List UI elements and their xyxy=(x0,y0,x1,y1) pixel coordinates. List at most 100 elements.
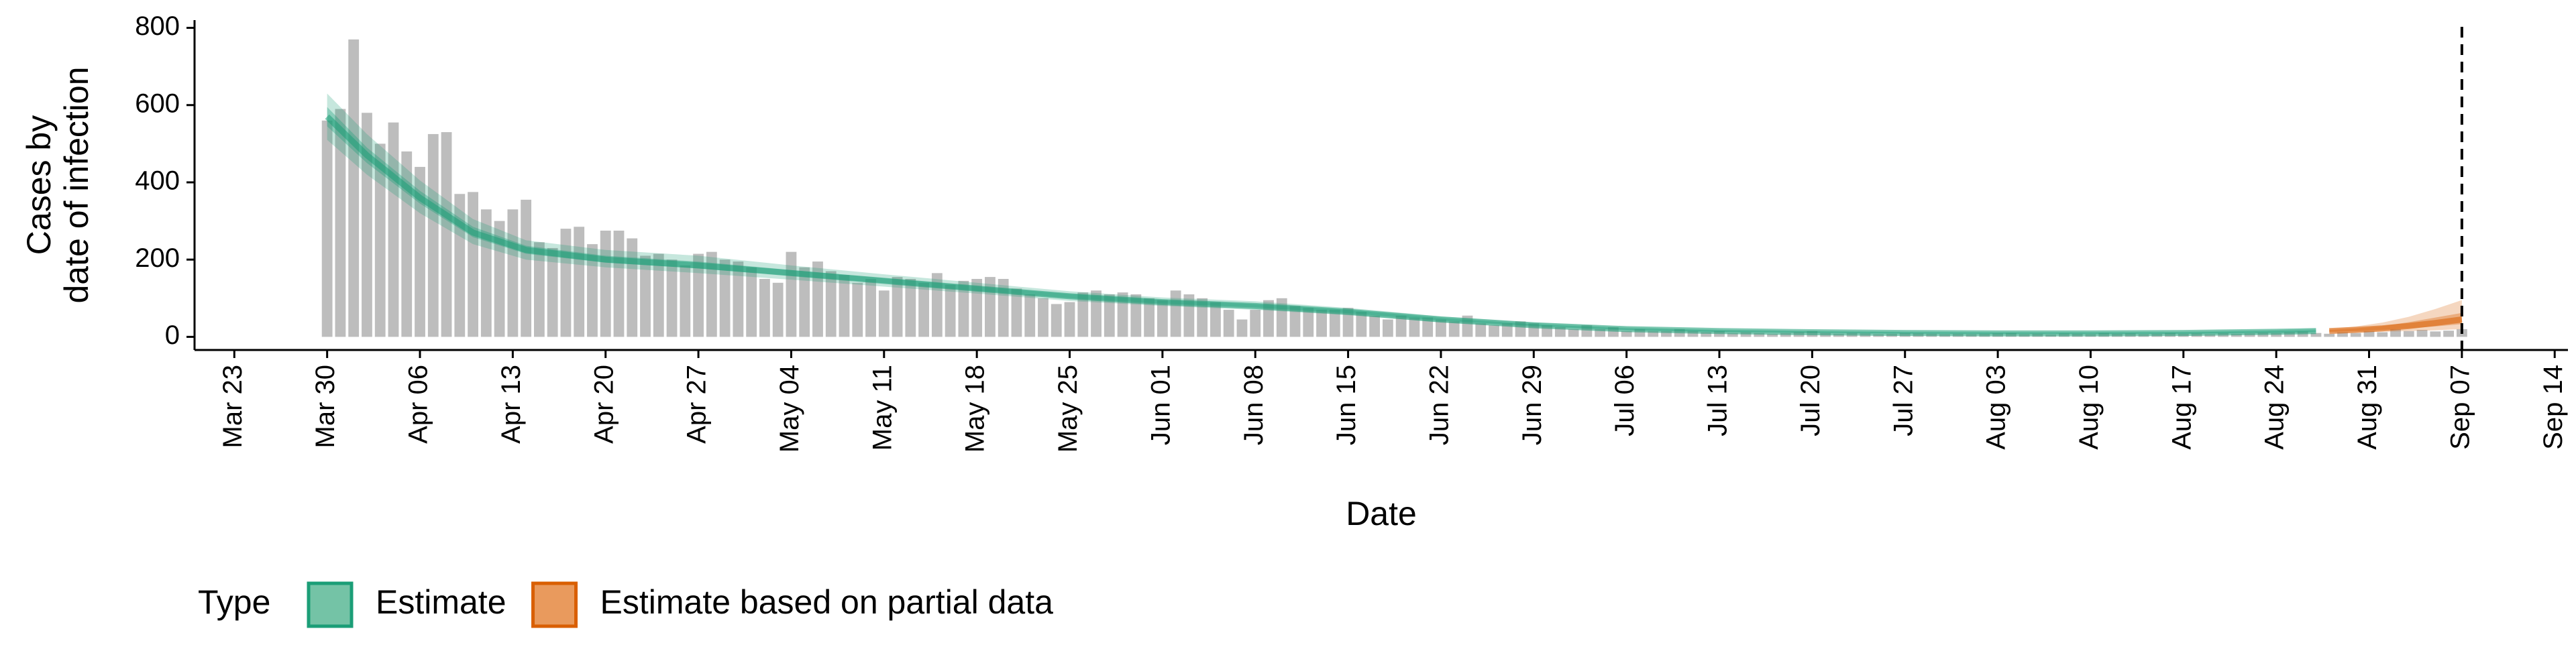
bar xyxy=(1289,306,1301,337)
bar xyxy=(719,259,731,337)
x-tick-label: Jul 13 xyxy=(1703,365,1733,436)
x-tick-label: May 18 xyxy=(961,365,990,453)
y-tick-label: 0 xyxy=(165,320,180,350)
bar xyxy=(2324,333,2335,337)
legend-key xyxy=(307,581,354,628)
x-tick-label: Jul 20 xyxy=(1796,365,1825,436)
bar xyxy=(507,209,519,337)
bar xyxy=(494,221,505,337)
bar xyxy=(1701,332,1712,337)
bar xyxy=(958,280,969,337)
bar xyxy=(2377,332,2388,337)
y-axis-title-line: Cases by xyxy=(20,115,58,255)
bar xyxy=(1064,302,1075,337)
bar xyxy=(865,278,876,337)
x-tick-label: Sep 07 xyxy=(2445,365,2475,450)
x-tick-label: Aug 10 xyxy=(2074,365,2104,450)
x-tick-label: Aug 03 xyxy=(1982,365,2011,450)
bar xyxy=(878,290,890,337)
bar xyxy=(335,109,346,337)
bar xyxy=(839,275,850,337)
bar xyxy=(1554,327,1566,337)
bar xyxy=(1223,310,1234,337)
bar xyxy=(2363,331,2375,337)
bar xyxy=(2337,332,2348,337)
bar xyxy=(1422,317,1434,337)
x-tick-label: Aug 17 xyxy=(2167,365,2196,450)
bar xyxy=(1661,331,1672,337)
bar xyxy=(468,192,478,337)
bar xyxy=(733,261,744,337)
bar xyxy=(1395,315,1407,337)
x-tick-label: Apr 27 xyxy=(682,365,712,444)
x-tick-label: Mar 23 xyxy=(218,365,248,449)
x-tick-label: May 11 xyxy=(867,365,897,451)
bar xyxy=(1250,310,1261,337)
x-tick-label: Jun 29 xyxy=(1517,365,1547,445)
bar xyxy=(427,133,439,337)
legend-title: Type xyxy=(198,583,270,621)
bar xyxy=(321,120,333,337)
legend-label: Estimate based on partial data xyxy=(600,583,1054,621)
bar xyxy=(1621,331,1632,337)
bar xyxy=(1767,333,1778,337)
bar xyxy=(1144,298,1155,337)
y-tick-label: 800 xyxy=(135,11,180,41)
bar xyxy=(587,244,598,337)
bar xyxy=(1436,319,1446,337)
bar xyxy=(401,151,413,337)
bar xyxy=(825,271,837,337)
bar xyxy=(2271,333,2282,337)
bar xyxy=(1342,308,1354,337)
x-tick-label: Jul 06 xyxy=(1610,365,1640,436)
x-tick-label: May 04 xyxy=(775,365,804,453)
bar xyxy=(2430,331,2441,337)
x-tick-label: Jun 22 xyxy=(1425,365,1454,445)
bar xyxy=(2403,331,2414,337)
x-tick-label: Apr 13 xyxy=(496,365,526,444)
bar xyxy=(348,39,360,337)
legend: Type Estimate Estimate based on partial d… xyxy=(198,581,1054,628)
bar xyxy=(2443,331,2455,337)
bar xyxy=(362,113,372,337)
x-tick-label: Aug 24 xyxy=(2260,365,2290,450)
legend-key xyxy=(531,581,578,628)
bar xyxy=(533,242,545,337)
bar xyxy=(1634,329,1646,337)
median-line xyxy=(325,114,2316,337)
bar xyxy=(1754,333,1765,337)
bar xyxy=(892,277,903,337)
bar xyxy=(521,199,532,337)
bar xyxy=(1038,298,1049,337)
x-tick-label: May 25 xyxy=(1053,365,1083,453)
bar xyxy=(1595,329,1606,337)
bar xyxy=(1091,290,1102,337)
bar xyxy=(1170,290,1181,337)
bar xyxy=(574,227,585,337)
bar xyxy=(1727,333,1738,337)
x-tick-label: Sep 14 xyxy=(2538,365,2568,450)
bar xyxy=(772,282,784,337)
bar xyxy=(746,267,757,337)
y-tick-label: 400 xyxy=(135,166,180,196)
bar xyxy=(812,261,823,337)
bar xyxy=(547,247,558,337)
bar xyxy=(2416,330,2428,337)
bar xyxy=(1157,300,1168,337)
bar xyxy=(1197,298,1208,337)
bar xyxy=(931,273,943,337)
bar xyxy=(1236,319,1248,337)
bar xyxy=(693,253,704,337)
bar xyxy=(600,230,611,337)
bar xyxy=(945,284,956,337)
bar xyxy=(786,251,797,337)
bar xyxy=(1329,310,1340,337)
bar xyxy=(1448,321,1460,337)
bar xyxy=(1780,333,1791,337)
bar xyxy=(1051,304,1062,337)
bar xyxy=(1104,294,1115,337)
bar xyxy=(1369,315,1381,337)
x-tick-label: Aug 31 xyxy=(2353,365,2382,450)
bar xyxy=(1130,294,1142,337)
